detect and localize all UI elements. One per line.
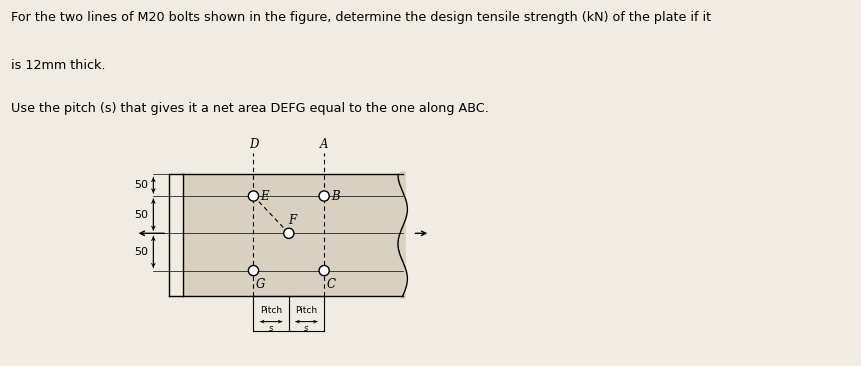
Circle shape <box>248 191 258 201</box>
Bar <box>183 175 403 296</box>
Text: Pitch: Pitch <box>260 306 282 315</box>
Text: 50: 50 <box>134 247 149 257</box>
Circle shape <box>319 191 329 201</box>
Text: Pitch: Pitch <box>295 306 318 315</box>
Text: is 12mm thick.: is 12mm thick. <box>11 59 106 72</box>
Text: s: s <box>269 324 273 333</box>
Circle shape <box>284 228 294 238</box>
Text: B: B <box>331 190 340 202</box>
Text: 50: 50 <box>134 210 149 220</box>
Text: Use the pitch (s) that gives it a net area DEFG equal to the one along ABC.: Use the pitch (s) that gives it a net ar… <box>11 102 489 116</box>
Text: D: D <box>249 138 258 151</box>
Text: E: E <box>261 190 269 202</box>
Text: s: s <box>304 324 309 333</box>
Circle shape <box>319 265 329 276</box>
Text: G: G <box>256 278 265 291</box>
Text: 50: 50 <box>134 180 149 190</box>
Text: For the two lines of M20 bolts shown in the figure, determine the design tensile: For the two lines of M20 bolts shown in … <box>11 11 711 24</box>
Text: A: A <box>320 138 328 151</box>
Circle shape <box>248 265 258 276</box>
Text: C: C <box>326 278 335 291</box>
Text: F: F <box>288 214 296 227</box>
